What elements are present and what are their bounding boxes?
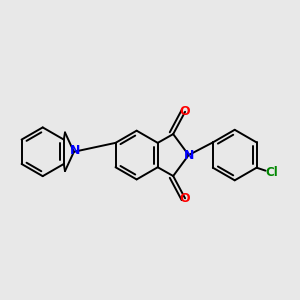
Text: O: O	[180, 192, 190, 205]
Text: O: O	[180, 105, 190, 118]
Text: N: N	[184, 148, 194, 162]
Text: Cl: Cl	[266, 166, 278, 178]
Text: N: N	[70, 144, 81, 157]
